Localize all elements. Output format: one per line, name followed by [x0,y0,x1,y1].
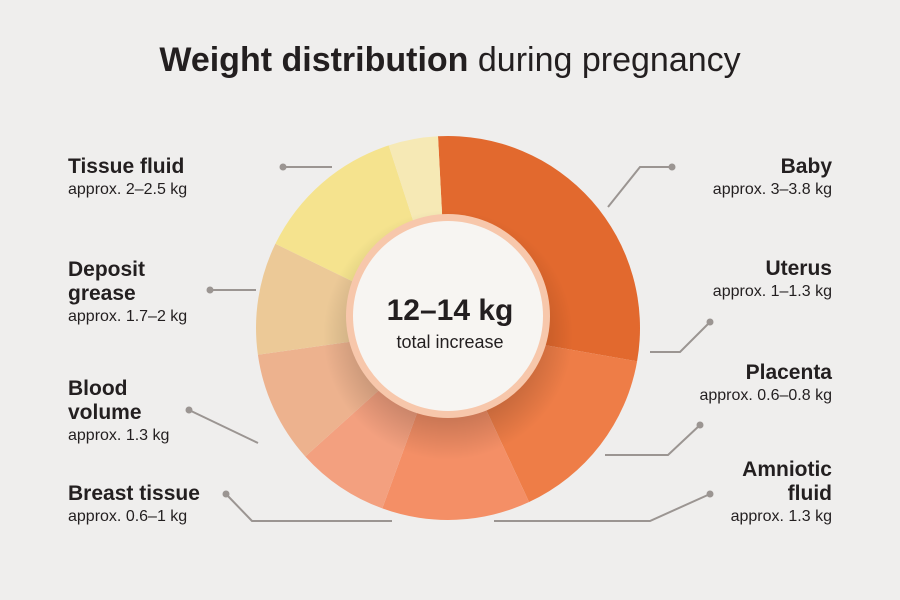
label-amount: approx. 2–2.5 kg [68,181,188,198]
label-amniotic-fluid: Amniotic fluid approx. 1.3 kg [731,458,832,528]
label-name: Blood [68,377,128,400]
label-name: Uterus [765,257,832,280]
total-caption: total increase [396,332,503,352]
label-name: Placenta [745,361,832,384]
label-name: Amniotic [742,458,832,481]
leader-dot-tissue-fluid [279,163,287,171]
leader-dot-amniotic-fluid [706,490,714,498]
label-name-2: fluid [787,482,832,505]
leader-placenta [605,424,701,456]
label-amount: approx. 1.3 kg [730,508,832,525]
label-amount: approx. 0.6–0.8 kg [699,387,832,404]
label-tissue-fluid: Tissue fluid approx. 2–2.5 kg [68,155,187,201]
leader-baby [607,166,672,208]
label-blood-volume: Blood volume approx. 1.3 kg [68,377,169,447]
chart-title: Weight distribution during pregnancy [0,38,900,82]
label-name: Deposit [68,258,146,281]
leader-dot-placenta [696,421,704,429]
label-name: Baby [780,155,832,178]
label-amount: approx. 0.6–1 kg [68,508,188,525]
total-value: 12–14 kg [387,294,514,327]
label-amount: approx. 1–1.3 kg [712,283,832,300]
leader-dot-baby [668,163,676,171]
title-bold: Weight distribution [159,41,469,79]
label-name-2: grease [68,282,136,305]
leader-dot-breast-tissue [222,490,230,498]
label-breast-tissue: Breast tissue approx. 0.6–1 kg [68,482,200,528]
leader-blood-volume [188,409,259,444]
leader-lines [185,163,714,522]
leader-uterus [650,321,711,353]
label-amount: approx. 3–3.8 kg [712,181,832,198]
label-amount: approx. 1.7–2 kg [68,308,188,325]
leader-dot-deposit-grease [206,286,214,294]
leader-breast-tissue [225,493,392,522]
leader-amniotic-fluid [494,493,711,522]
center-disc [353,221,543,411]
label-uterus: Uterus approx. 1–1.3 kg [713,257,832,303]
label-name: Breast tissue [68,482,200,505]
label-baby: Baby approx. 3–3.8 kg [713,155,832,201]
label-name: Tissue fluid [68,155,185,178]
label-placenta: Placenta approx. 0.6–0.8 kg [699,361,832,407]
leader-dot-blood-volume [185,406,193,414]
label-name-2: volume [68,401,142,424]
label-amount: approx. 1.3 kg [68,427,170,444]
leader-dot-uterus [706,318,714,326]
title-rest: during pregnancy [468,41,741,79]
label-deposit-grease: Deposit grease approx. 1.7–2 kg [68,258,187,328]
